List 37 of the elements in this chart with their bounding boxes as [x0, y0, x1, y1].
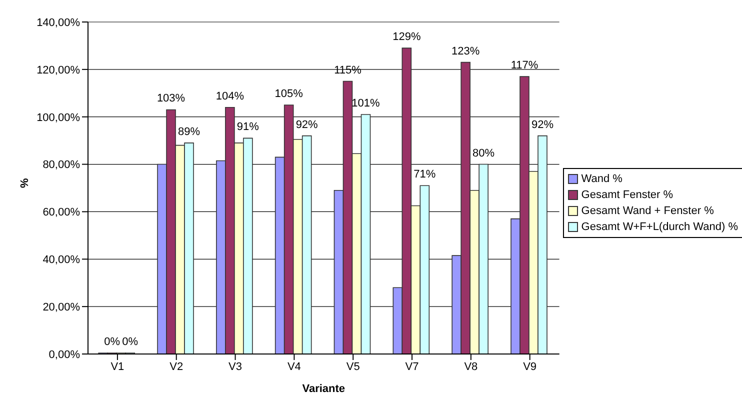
data-label: 92%: [531, 118, 554, 131]
legend-label: Wand %: [581, 172, 622, 187]
x-tick-label: V9: [523, 360, 537, 373]
legend-label: Gesamt Wand + Fenster %: [581, 204, 714, 219]
x-tick-label: V3: [228, 360, 242, 373]
x-tick-label: V2: [170, 360, 184, 373]
data-label: 123%: [452, 45, 480, 58]
y-tick-label: 60,00%: [42, 206, 80, 219]
y-tick-label: 100,00%: [36, 112, 80, 124]
y-tick-label: 140,00%: [36, 16, 80, 29]
legend-label: Gesamt W+F+L(durch Wand) %: [581, 220, 738, 235]
y-tick-label: 20,00%: [42, 301, 80, 314]
data-label: 129%: [392, 31, 421, 44]
data-label: 117%: [510, 60, 538, 72]
data-label: 101%: [352, 97, 380, 110]
x-tick-label: V5: [346, 360, 360, 373]
data-label: 92%: [296, 118, 318, 131]
y-tick-label: 0,00%: [48, 348, 80, 361]
data-label: 103%: [156, 92, 186, 105]
data-label: 105%: [274, 88, 304, 100]
legend-label: Gesamt Fenster %: [581, 188, 673, 203]
x-tick-label: V1: [110, 360, 124, 373]
data-label: 104%: [216, 90, 244, 102]
y-tick-label: 80,00%: [42, 159, 80, 172]
data-label: 71%: [414, 168, 436, 181]
data-label: 0%: [104, 336, 120, 348]
x-tick-label: V7: [405, 360, 419, 373]
x-tick-label: V4: [287, 360, 301, 373]
x-tick-label: V8: [464, 360, 478, 373]
data-label: 89%: [178, 126, 200, 138]
data-label: 80%: [472, 147, 495, 160]
data-label: 91%: [236, 121, 260, 134]
data-label: 0%: [122, 336, 138, 348]
y-tick-label: 120,00%: [36, 64, 80, 76]
y-axis-title: %: [18, 178, 31, 188]
x-axis-title: Variante: [302, 383, 346, 395]
y-tick-label: 40,00%: [42, 254, 80, 266]
